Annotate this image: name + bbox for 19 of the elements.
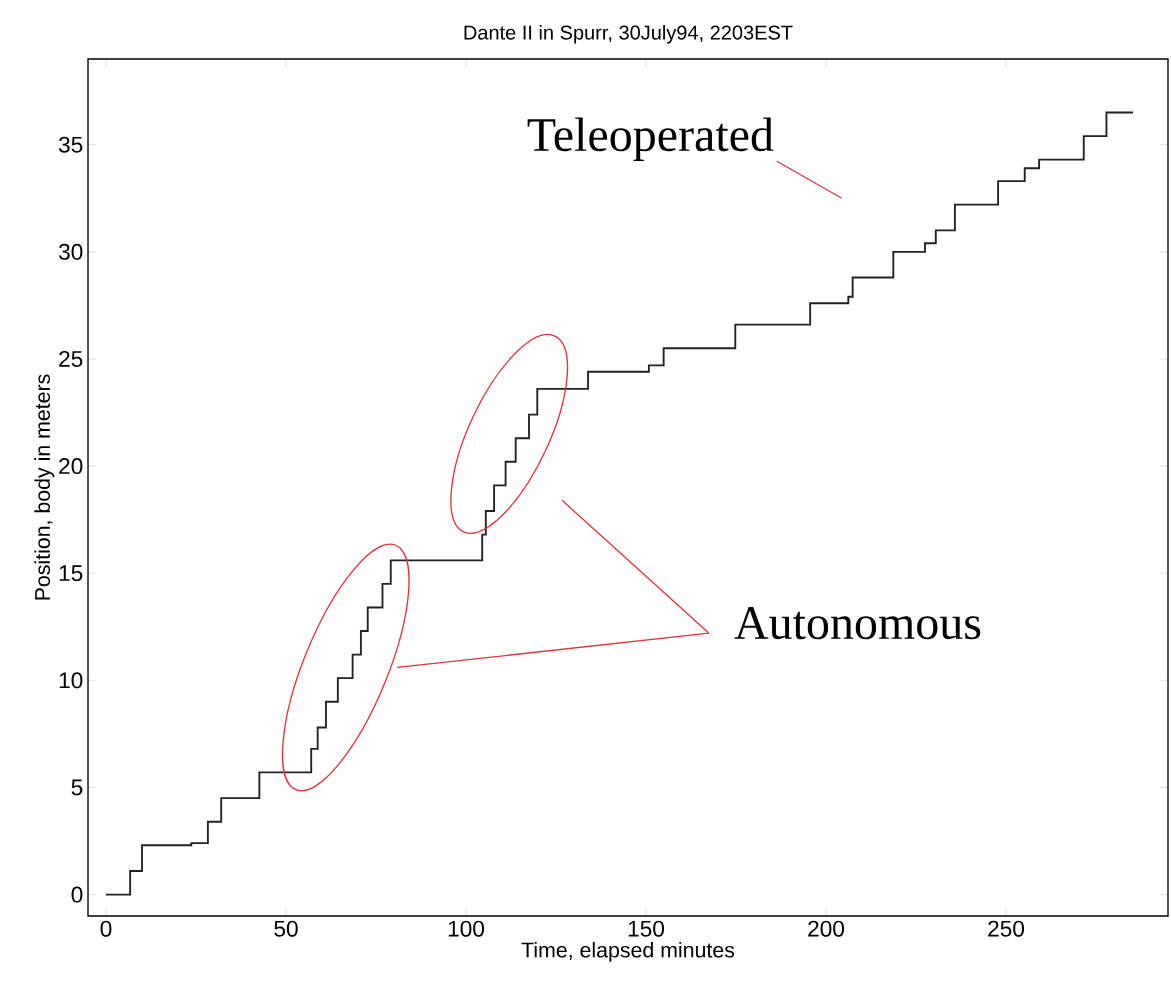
x-tick-label: 250 bbox=[988, 920, 1025, 937]
y-tick-label: 10 bbox=[59, 672, 83, 689]
y-tick-label: 25 bbox=[59, 350, 83, 367]
chart-title: Dante II in Spurr, 30July94, 2203EST bbox=[464, 24, 793, 44]
annotation: Teleoperated bbox=[527, 117, 774, 162]
x-axis-title: Time, elapsed minutes bbox=[521, 941, 735, 962]
y-tick-label: 35 bbox=[58, 136, 83, 153]
x-tick-label: 50 bbox=[274, 920, 298, 937]
y-tick-label: 20 bbox=[59, 458, 83, 475]
x-tick-label: 150 bbox=[628, 920, 665, 937]
y-tick-label: 30 bbox=[58, 243, 83, 260]
y-axis-title: Position, body in meters bbox=[34, 374, 55, 600]
x-tick-label: 0 bbox=[100, 920, 112, 937]
x-tick-label: 200 bbox=[808, 920, 845, 937]
y-tick-label: 15 bbox=[59, 565, 83, 582]
y-tick-label: 0 bbox=[71, 886, 83, 903]
annotation: Autonomous bbox=[734, 607, 981, 640]
x-tick-label: 100 bbox=[448, 920, 485, 937]
y-tick-label: 5 bbox=[71, 779, 83, 796]
